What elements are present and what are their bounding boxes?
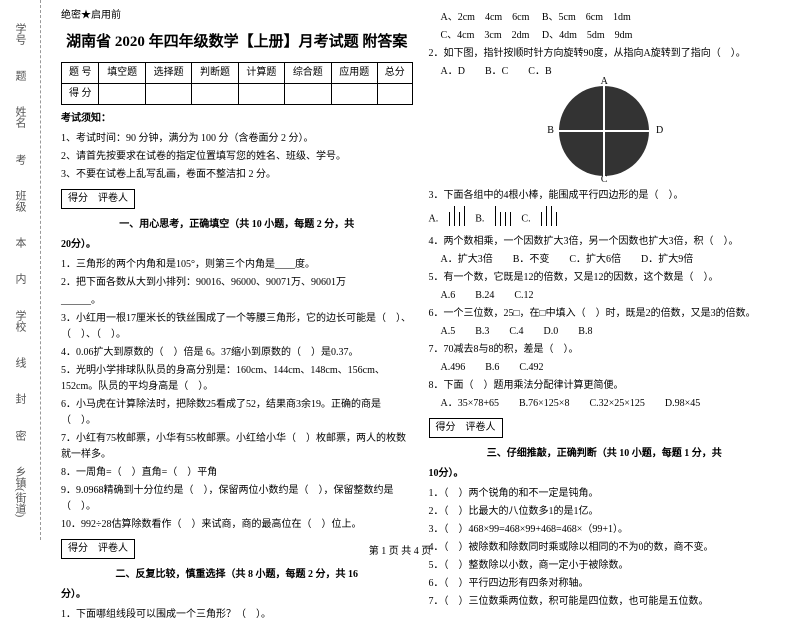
option-line: A．D B．C C．B [441, 64, 781, 80]
question-item: 7．（ ）三位数乘两位数，积可能是四位数，也可能是五位数。 [429, 594, 781, 610]
stick-opt-c: C. [521, 213, 530, 224]
option: D、4dm 5dm 9dm [542, 30, 633, 41]
bind-label: 班级 [12, 190, 28, 212]
section-3-title: 三、仔细推敲，正确判断（共 10 小题，每题 1 分，共 [429, 446, 781, 462]
point-a: A [601, 74, 608, 90]
score-head: 总分 [377, 63, 412, 84]
question-item: 7．小红有75枚邮票，小华有55枚邮票。小红给小华（ ）枚邮票，两人的枚数就一样… [61, 431, 413, 463]
bind-label: 学号 [12, 23, 28, 45]
question-item: 4．0.06扩大到原数的（ ）倍是 6。37缩小到原数的（ ）是0.37。 [61, 345, 413, 361]
question-item: 3．（ ）468×99=468×99+468=468×（99+1）。 [429, 522, 781, 538]
bind-mark: 密 [12, 430, 28, 441]
option-line: C、4cm 3cm 2dm D、4dm 5dm 9dm [441, 28, 781, 44]
exam-sheet: 绝密★启用前 湖南省 2020 年四年级数学【上册】月考试题 附答案 题 号 填… [41, 0, 800, 540]
score-head: 填空题 [99, 63, 145, 84]
bind-mark: 内 [12, 273, 28, 284]
question-item: 7．70减去8与8的积，差是（ ）。 [429, 342, 781, 358]
score-cell [285, 84, 331, 105]
question-item: 1．下面哪组线段可以围成一个三角形？（ ）。 [61, 607, 413, 623]
score-cell [331, 84, 377, 105]
sticks-icon [447, 206, 467, 232]
score-head: 选择题 [145, 63, 191, 84]
point-d: D [656, 123, 663, 139]
question-item: 3．小红用一根17厘米长的铁丝围成了一个等腰三角形，它的边长可能是（ ）、（ ）… [61, 311, 413, 343]
binding-strip: 学号 题 姓名 考 班级 本 内 学校 线 封 密 乡镇(街道) [0, 0, 41, 540]
question-item: 5．（ ）整数除以小数，商一定小于被除数。 [429, 558, 781, 574]
option-line: A.496 B.6 C.492 [441, 360, 781, 376]
notice-item: 3、不要在试卷上乱写乱画，卷面不整洁扣 2 分。 [61, 167, 413, 183]
score-head: 判断题 [192, 63, 238, 84]
option: A、2cm 4cm 6cm [441, 12, 530, 23]
question-item: 2．如下图，指针按顺时针方向旋转90度，从指向A旋转到了指向（ ）。 [429, 46, 781, 62]
notice-item: 2、请首先按要求在试卷的指定位置填写您的姓名、班级、学号。 [61, 149, 413, 165]
question-item: 2．（ ）比最大的八位数多1的是1亿。 [429, 504, 781, 520]
bind-mark: 题 [12, 70, 28, 81]
option-line: A．35×78+65 B.76×125×8 C.32×25×125 D.98×4… [441, 396, 781, 412]
question-item: 5．有一个数，它既是12的倍数，又是12的因数，这个数是（ ）。 [429, 270, 781, 286]
section-1-title: 一、用心思考，正确填空（共 10 小题，每题 2 分，共 [61, 217, 413, 233]
score-cell [192, 84, 238, 105]
bind-mark: 本 [12, 237, 28, 248]
question-item: 1．三角形的两个内角和是105°，则第三个内角是____度。 [61, 257, 413, 273]
question-item: 4．两个数相乘，一个因数扩大3倍，另一个因数也扩大3倍，积（ ）。 [429, 234, 781, 250]
sticks-icon [539, 206, 559, 232]
stick-opt-b: B. [475, 213, 484, 224]
stick-opt-a: A. [429, 213, 439, 224]
score-head: 计算题 [238, 63, 284, 84]
question-item: 6．一个三位数，25□，在□中填入（ ）时，既是2的倍数，又是3的倍数。 [429, 306, 781, 322]
score-head: 综合题 [285, 63, 331, 84]
score-cell: 得 分 [62, 84, 99, 105]
bind-label: 乡镇(街道) [12, 466, 28, 517]
notice-heading: 考试须知： [61, 111, 413, 127]
question-item: 3．下面各组中的4根小棒，能围成平行四边形的是（ ）。 [429, 188, 781, 204]
circle-diagram: A B C D [429, 86, 781, 182]
bind-label: 姓名 [12, 106, 28, 128]
option: C、4cm 3cm 2dm [441, 30, 530, 41]
option-line: A、2cm 4cm 6cm B、5cm 6cm 1dm [441, 10, 781, 26]
score-cell [238, 84, 284, 105]
option-line: A．扩大3倍 B．不变 C．扩大6倍 D．扩大9倍 [441, 252, 781, 268]
question-item: 2．把下面各数从大到小排列：90016、96000、90071万、90601万 [61, 275, 413, 291]
score-head: 应用题 [331, 63, 377, 84]
question-item: 1．（ ）两个锐角的和不一定是钝角。 [429, 486, 781, 502]
score-bar: 得分 评卷人 [429, 418, 503, 438]
bind-mark: 考 [12, 154, 28, 165]
point-b: B [547, 123, 554, 139]
sticks-icon [493, 206, 513, 232]
question-item: 6．小马虎在计算除法时，把除数25看成了52，结果商3余19。正确的商是（ ）。 [61, 397, 413, 429]
score-cell [377, 84, 412, 105]
score-bar: 得分 评卷人 [61, 539, 135, 559]
exam-title: 湖南省 2020 年四年级数学【上册】月考试题 附答案 [61, 30, 413, 54]
score-cell [99, 84, 145, 105]
option: B、5cm 6cm 1dm [542, 12, 631, 23]
section-1-pts: 20分）。 [61, 237, 413, 253]
notice-item: 1、考试时间：90 分钟，满分为 100 分（含卷面分 2 分）。 [61, 131, 413, 147]
secret-label: 绝密★启用前 [61, 8, 413, 24]
score-head: 题 号 [62, 63, 99, 84]
question-item: 6．（ ）平行四边形有四条对称轴。 [429, 576, 781, 592]
clock-circle: A B C D [559, 86, 649, 176]
option-line: A.6 B.24 C.12 [441, 288, 781, 304]
bind-label: 学校 [12, 310, 28, 332]
sticks-options: A. B. C. [429, 206, 781, 232]
left-column: 绝密★启用前 湖南省 2020 年四年级数学【上册】月考试题 附答案 题 号 填… [53, 8, 421, 532]
question-item: 5．光明小学排球队队员的身高分别是：160cm、144cm、148cm、156c… [61, 363, 413, 395]
right-column: A、2cm 4cm 6cm B、5cm 6cm 1dm C、4cm 3cm 2d… [421, 8, 789, 532]
score-bar: 得分 评卷人 [61, 189, 135, 209]
question-item: 10．992÷28估算除数看作（ ）来试商，商的最高位在（ ）位上。 [61, 517, 413, 533]
question-item: 8．一周角=（ ）直角=（ ）平角 [61, 465, 413, 481]
section-2-pts: 分）。 [61, 587, 413, 603]
option-line: A.5 B.3 C.4 D.0 B.8 [441, 324, 781, 340]
score-cell [145, 84, 191, 105]
section-3-pts: 10分）。 [429, 466, 781, 482]
section-2-title: 二、反复比较，慎重选择（共 8 小题，每题 2 分，共 16 [61, 567, 413, 583]
point-c: C [601, 172, 608, 188]
question-item: 8．下面（ ）题用乘法分配律计算更简便。 [429, 378, 781, 394]
question-item: 9．9.0968精确到十分位约是（ ），保留两位小数约是（ ），保留整数约是（ … [61, 483, 413, 515]
bind-mark: 封 [12, 393, 28, 404]
bind-mark: 线 [12, 357, 28, 368]
score-table: 题 号 填空题 选择题 判断题 计算题 综合题 应用题 总分 得 分 [61, 62, 413, 105]
question-item: ______。 [61, 293, 413, 309]
question-item: 4．（ ）被除数和除数同时乘或除以相同的不为0的数，商不变。 [429, 540, 781, 556]
